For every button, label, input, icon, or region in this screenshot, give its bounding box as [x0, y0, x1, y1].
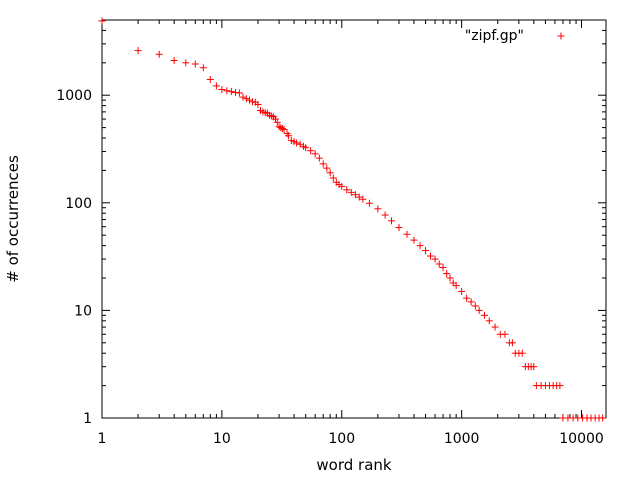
axis-ticks: 1 10 100 1000 10000 1 10 100 1000 [56, 19, 606, 447]
data-point [452, 282, 460, 290]
x-tick-label: 1 [98, 431, 107, 447]
data-point [134, 47, 142, 55]
data-point [508, 339, 516, 347]
data-point [435, 260, 443, 268]
legend: "zipf.gp" [465, 28, 565, 44]
data-point [446, 274, 454, 282]
x-tick-label: 100 [328, 431, 355, 447]
data-point [191, 60, 199, 68]
legend-series-label: "zipf.gp" [465, 28, 524, 44]
data-point [254, 100, 262, 108]
data-point [155, 50, 163, 58]
data-point [307, 147, 315, 155]
data-point [480, 311, 488, 319]
data-point [223, 87, 231, 95]
plot-frame [101, 19, 607, 419]
data-point [443, 270, 451, 278]
data-point [381, 211, 389, 219]
data-point [365, 199, 373, 207]
x-axis-label: word rank [316, 456, 392, 474]
legend-plus-icon [557, 32, 565, 40]
data-point [485, 317, 493, 325]
y-tick-label: 1000 [56, 88, 92, 104]
data-point [491, 323, 499, 331]
x-tick-label: 1000 [444, 431, 480, 447]
data-point [343, 186, 351, 194]
data-point [302, 144, 310, 152]
data-point [530, 363, 538, 371]
data-point [355, 193, 363, 201]
data-point [273, 118, 281, 126]
data-point [278, 125, 286, 133]
data-point [218, 85, 226, 93]
data-point [422, 247, 430, 255]
data-point [518, 349, 526, 357]
data-point [467, 298, 475, 306]
data-point [338, 182, 346, 190]
data-point [323, 164, 331, 172]
data-point [471, 302, 479, 310]
data-point [599, 414, 607, 422]
data-point [501, 330, 509, 338]
data-point [280, 126, 288, 134]
data-point [351, 191, 359, 199]
data-point [285, 132, 293, 140]
data-point [311, 150, 319, 158]
data-point [410, 236, 418, 244]
data-point [326, 169, 334, 177]
x-tick-label: 10000 [559, 431, 604, 447]
data-point [246, 96, 254, 104]
data-point [98, 17, 106, 25]
data-point [315, 154, 323, 162]
data-point [182, 59, 190, 67]
data-point [403, 230, 411, 238]
legend-marker [557, 32, 565, 40]
data-point [395, 223, 403, 231]
data-point [293, 139, 301, 147]
y-axis-label: # of occurrences [4, 155, 22, 283]
y-tick-label: 1 [83, 411, 92, 427]
data-point [431, 255, 439, 263]
data-point [427, 252, 435, 260]
data-point [556, 382, 564, 390]
data-point [242, 95, 250, 103]
data-marks [98, 17, 607, 422]
data-point [329, 174, 337, 182]
data-point [416, 242, 424, 250]
data-point [235, 89, 243, 97]
data-point [439, 264, 447, 272]
data-point [206, 75, 214, 83]
data-point [475, 306, 483, 314]
data-point [170, 57, 178, 65]
data-point [359, 195, 367, 203]
data-point [277, 124, 285, 132]
data-point [458, 287, 466, 295]
data-point [374, 205, 382, 213]
data-point [199, 64, 207, 72]
y-tick-label: 100 [65, 196, 92, 212]
data-point [212, 82, 220, 90]
data-point [227, 88, 235, 96]
data-point [463, 294, 471, 302]
y-tick-label: 10 [74, 303, 92, 319]
data-point [271, 115, 279, 123]
data-point [239, 93, 247, 101]
data-point [347, 188, 355, 196]
data-point [388, 217, 396, 225]
x-tick-label: 10 [213, 431, 231, 447]
data-point [319, 160, 327, 168]
